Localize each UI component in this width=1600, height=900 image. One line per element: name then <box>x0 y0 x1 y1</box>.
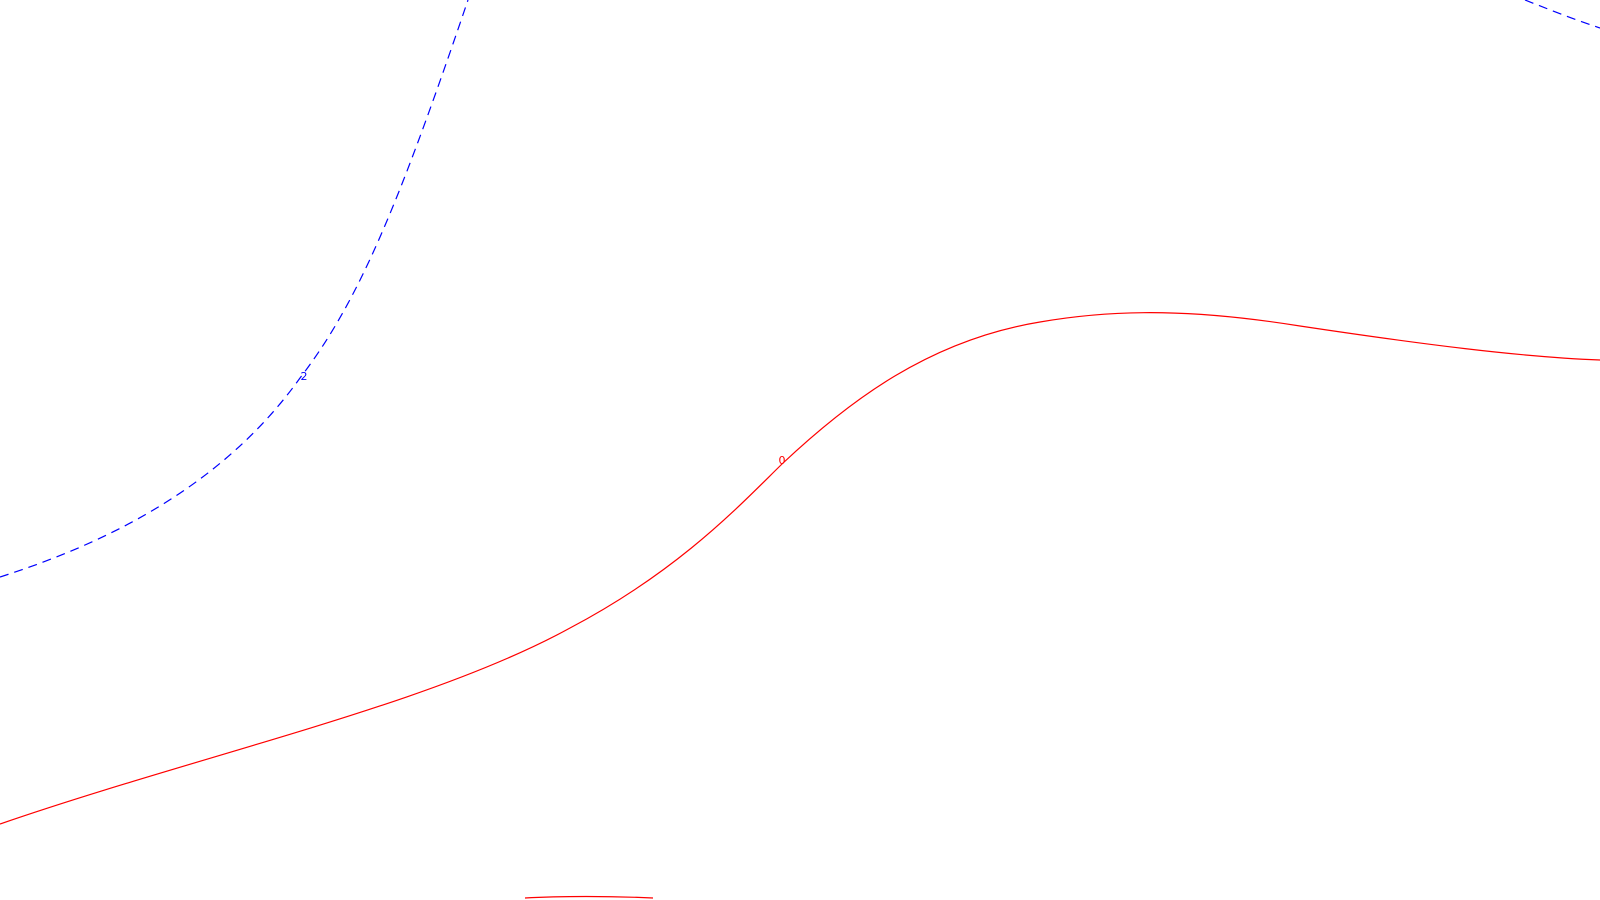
contour-line-0-bottom <box>524 895 654 899</box>
contour-line-2-right <box>1524 0 1600 29</box>
contour-label-2: 2 <box>301 370 308 383</box>
contour-line-0-main <box>0 312 1600 825</box>
contour-label-0: 0 <box>779 454 786 467</box>
contour-line-2-left <box>0 0 469 578</box>
